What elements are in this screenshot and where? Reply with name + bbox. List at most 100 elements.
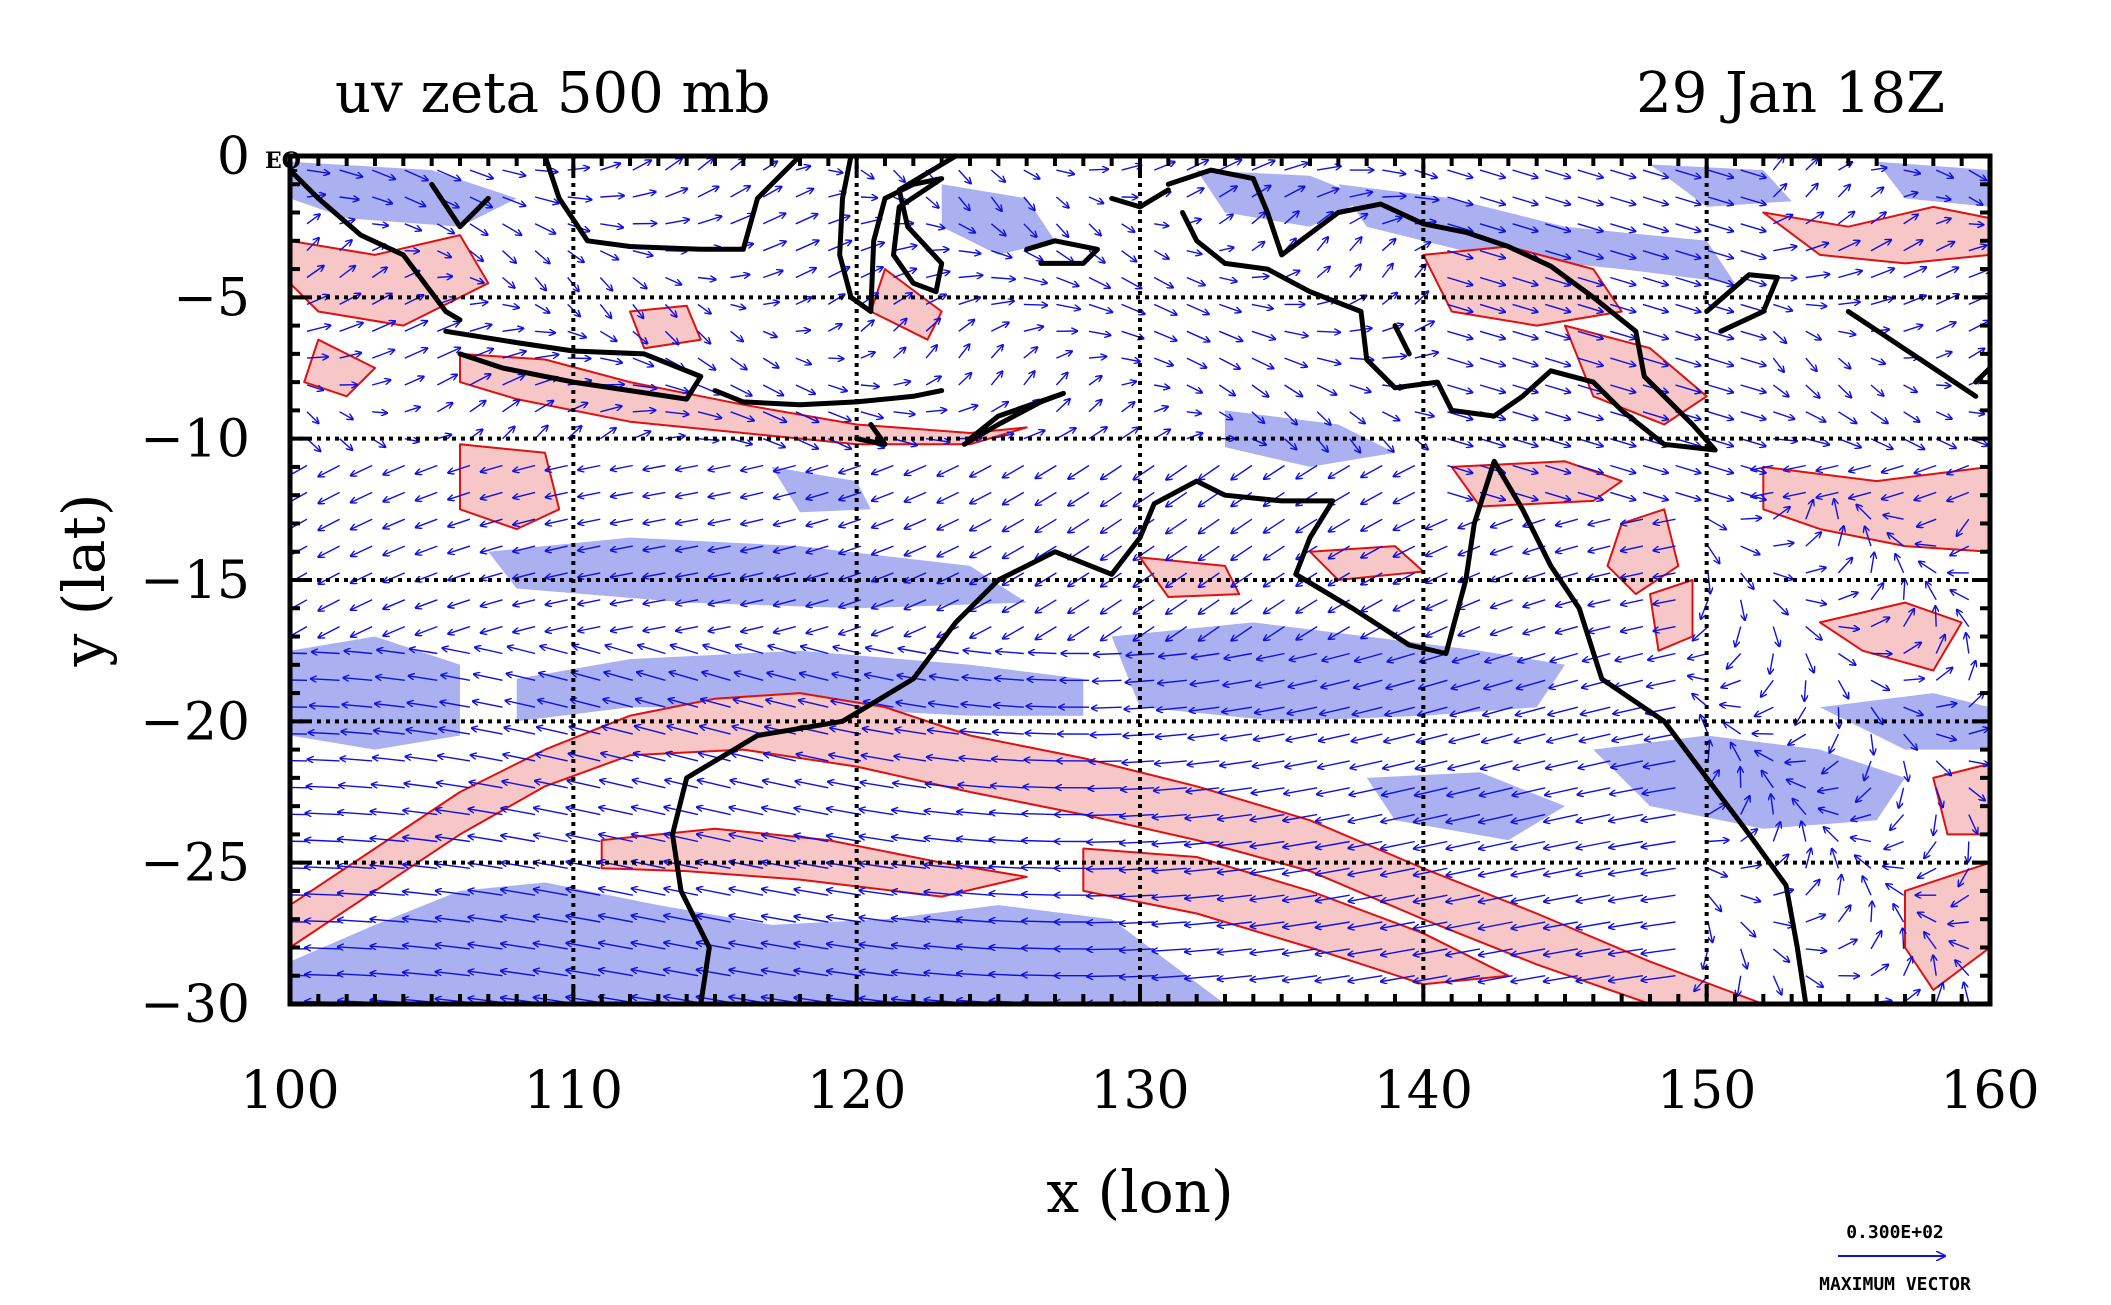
wind-vector xyxy=(1153,303,1176,314)
wind-vector xyxy=(1154,385,1169,388)
wind-vector xyxy=(1121,382,1136,385)
wind-vector xyxy=(1101,491,1122,506)
wind-vector xyxy=(697,916,731,923)
wind-vector xyxy=(437,169,460,180)
wind-vector xyxy=(860,352,875,359)
wind-vector xyxy=(502,223,522,235)
wind-vector xyxy=(990,974,1024,976)
wind-vector xyxy=(502,375,524,386)
wind-vector xyxy=(1024,787,1057,788)
wind-vector xyxy=(372,784,405,789)
wind-vector xyxy=(735,673,764,681)
wind-vector xyxy=(762,242,785,252)
wind-vector xyxy=(971,599,992,611)
wind-vector xyxy=(339,411,353,419)
wind-vector xyxy=(408,703,438,708)
wind-vector xyxy=(502,328,523,331)
wind-vector xyxy=(795,862,829,869)
wind-vector xyxy=(1036,464,1057,479)
wind-vector xyxy=(742,518,764,524)
x-tick-label: 150 xyxy=(1657,1061,1756,1121)
wind-vector xyxy=(536,754,568,762)
wind-vector xyxy=(436,945,470,950)
wind-vector xyxy=(601,780,633,789)
wind-vector xyxy=(995,705,1024,707)
wind-vector xyxy=(1935,607,1936,627)
wind-vector xyxy=(799,700,829,708)
wind-vector xyxy=(1056,169,1073,174)
wind-vector xyxy=(436,250,450,257)
wind-vector xyxy=(534,223,555,234)
wind-vector xyxy=(763,302,778,304)
wind-vector xyxy=(600,357,621,363)
wind-vector xyxy=(991,786,1024,788)
wind-vector xyxy=(697,970,731,977)
wind-vector xyxy=(306,840,340,842)
wind-vector xyxy=(1022,975,1057,976)
wind-vector xyxy=(1121,250,1136,262)
wind-vector xyxy=(733,727,764,735)
wind-vector xyxy=(404,838,438,843)
wind-vector xyxy=(469,169,493,178)
wind-vector xyxy=(1022,841,1057,842)
wind-vector xyxy=(676,625,699,631)
wind-vector xyxy=(339,169,362,177)
wind-vector xyxy=(795,438,818,449)
wind-vector xyxy=(959,785,992,788)
wind-vector xyxy=(925,223,944,228)
wind-vector xyxy=(384,491,406,501)
wind-vector xyxy=(534,426,547,440)
wind-vector xyxy=(436,810,471,816)
wind-vector xyxy=(1740,768,1741,788)
wind-vector xyxy=(600,224,622,228)
wind-vector xyxy=(611,572,633,577)
wind-vector xyxy=(470,782,503,789)
wind-vector xyxy=(971,518,992,530)
wind-vector xyxy=(893,319,907,332)
wind-vector xyxy=(405,784,438,789)
wind-vector xyxy=(697,411,721,418)
wind-vector xyxy=(1023,196,1035,210)
wind-vector xyxy=(338,920,373,922)
wind-vector xyxy=(957,893,992,896)
wind-vector xyxy=(800,673,829,681)
wind-vector xyxy=(697,861,731,869)
wind-vector xyxy=(862,755,894,762)
wind-vector xyxy=(540,673,568,681)
wind-vector xyxy=(860,169,873,178)
wind-vector xyxy=(1055,373,1067,386)
wind-vector xyxy=(929,703,959,708)
wind-vector xyxy=(437,276,452,277)
wind-vector xyxy=(372,380,390,386)
wind-vector xyxy=(546,518,568,524)
wind-vector xyxy=(892,864,927,869)
wind-vector xyxy=(416,625,438,635)
wind-vector xyxy=(469,971,503,977)
wind-vector xyxy=(404,295,423,306)
wind-vector xyxy=(860,863,894,869)
wind-vector xyxy=(957,866,992,869)
wind-vector xyxy=(309,733,340,735)
wind-vector xyxy=(1023,304,1047,305)
wind-vector xyxy=(404,972,438,975)
wind-vector xyxy=(795,917,829,923)
wind-vector xyxy=(546,491,568,497)
wind-vector xyxy=(742,491,764,497)
wind-vector xyxy=(1069,599,1090,613)
wind-vector xyxy=(905,491,927,501)
wind-vector xyxy=(502,169,525,176)
positive-zeta-region xyxy=(459,352,1028,446)
wind-vector xyxy=(990,813,1024,815)
wind-vector xyxy=(893,438,917,446)
wind-vector xyxy=(407,730,438,735)
wind-vector xyxy=(860,411,883,418)
wind-vector xyxy=(436,403,452,413)
wind-vector xyxy=(1023,327,1043,332)
wind-vector xyxy=(312,652,340,654)
wind-vector xyxy=(1055,196,1068,207)
wind-vector xyxy=(404,169,428,180)
wind-vector xyxy=(990,840,1024,842)
wind-vector xyxy=(599,916,633,923)
wind-vector xyxy=(404,348,427,359)
wind-vector xyxy=(1121,402,1135,413)
